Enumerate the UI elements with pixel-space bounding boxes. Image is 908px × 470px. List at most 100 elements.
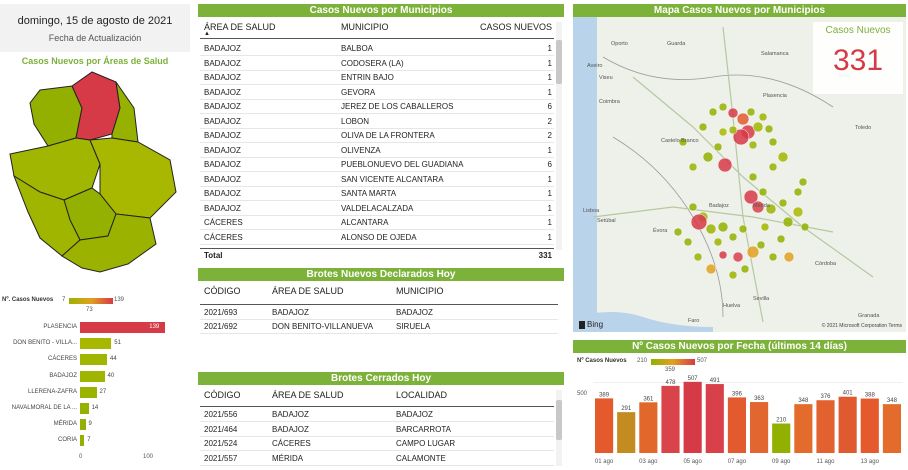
table-row[interactable]: BADAJOZ SAN VICENTE ALCANTARA 1 [200, 173, 554, 187]
date-bar[interactable] [860, 398, 879, 453]
map-bubble[interactable] [718, 127, 728, 137]
brotes-nuevos-header-codigo[interactable]: CÓDIGO [204, 286, 241, 296]
date-bar[interactable] [683, 381, 702, 453]
map-bubble[interactable] [736, 112, 750, 126]
table-row[interactable]: 2021/464 BADAJOZ BARCARROTA [200, 423, 554, 437]
map-bubble[interactable] [746, 245, 760, 259]
date-bar[interactable] [617, 412, 636, 453]
table-row[interactable]: 2021/693 BADAJOZ BADAJOZ [200, 306, 558, 320]
map-bubble[interactable] [751, 200, 765, 214]
brotes-cerrados-scrollbar[interactable] [556, 390, 562, 466]
table-row[interactable]: BADAJOZ VALDELACALZADA 1 [200, 202, 554, 216]
bar[interactable] [80, 338, 112, 350]
table-row[interactable]: 2021/556 BADAJOZ BADAJOZ [200, 408, 554, 422]
bar[interactable] [80, 419, 86, 431]
table-row[interactable]: BADAJOZ OLIVA DE LA FRONTERA 2 [200, 129, 554, 143]
map-bubble[interactable] [713, 237, 723, 247]
brotes-cerrados-header-codigo[interactable]: CÓDIGO [204, 390, 241, 400]
map-bubble[interactable] [778, 198, 788, 208]
table-row[interactable]: BADAJOZ LOBON 2 [200, 115, 554, 129]
map-bubble[interactable] [783, 251, 795, 263]
map-bubble[interactable] [758, 112, 768, 122]
map-bubble[interactable] [765, 203, 777, 215]
cases-scrollbar-thumb[interactable] [556, 40, 562, 84]
map-bubble[interactable] [728, 125, 738, 135]
map-bubble[interactable] [718, 250, 728, 260]
map-bubble[interactable] [758, 187, 768, 197]
map-bubble[interactable] [800, 222, 810, 232]
map-bubble[interactable] [728, 270, 738, 280]
map-bubble[interactable] [732, 251, 744, 263]
map-bubble[interactable] [728, 232, 738, 242]
map-bubble[interactable] [752, 121, 764, 133]
brotes-cerrados-scrollbar-thumb[interactable] [556, 400, 562, 440]
cases-scrollbar[interactable] [556, 22, 562, 250]
table-row[interactable]: BADAJOZ SANTA MARTA 1 [200, 187, 554, 201]
map-bubble[interactable] [768, 252, 778, 262]
map-bubble[interactable] [748, 140, 758, 150]
map-bubble[interactable] [782, 216, 794, 228]
table-row[interactable]: BADAJOZ ENTRIN BAJO 1 [200, 71, 554, 85]
map-bubble[interactable] [776, 234, 786, 244]
date-bar[interactable] [750, 402, 769, 453]
date-bar[interactable] [772, 423, 791, 453]
map-bubble[interactable] [746, 107, 756, 117]
bar[interactable] [80, 386, 97, 398]
date-bar[interactable] [727, 397, 746, 453]
extremadura-areas-map[interactable] [0, 68, 190, 283]
map-bubble[interactable] [713, 142, 723, 152]
map-bubble[interactable] [732, 128, 750, 146]
map-bubble[interactable] [727, 107, 739, 119]
date-bar[interactable] [838, 396, 857, 453]
table-row[interactable]: BADAJOZ BALBOA 1 [200, 42, 554, 56]
bar[interactable] [80, 370, 105, 382]
date-bar[interactable] [816, 400, 835, 453]
table-row[interactable]: 2021/692 DON BENITO-VILLANUEVA SIRUELA [200, 320, 558, 334]
cases-header-area[interactable]: ÁREA DE SALUD [204, 22, 276, 32]
brotes-cerrados-header-area[interactable]: ÁREA DE SALUD [272, 390, 344, 400]
table-row[interactable]: BADAJOZ CODOSERA (LA) 1 [200, 57, 554, 71]
map-bubble[interactable] [678, 137, 688, 147]
table-row[interactable]: BADAJOZ JEREZ DE LOS CABALLEROS 6 [200, 100, 554, 114]
bar[interactable] [80, 322, 166, 333]
map-bubble[interactable] [798, 177, 808, 187]
map-bubble[interactable] [777, 151, 789, 163]
date-bar[interactable] [705, 384, 724, 453]
cases-header-municipio[interactable]: MUNICIPIO [341, 22, 389, 32]
map-bubble[interactable] [698, 122, 708, 132]
date-bar[interactable] [639, 402, 658, 453]
map-bubble[interactable] [688, 162, 698, 172]
date-bar[interactable] [595, 398, 614, 453]
map-bubble[interactable] [717, 221, 729, 233]
table-row[interactable]: BADAJOZ GEVORA 1 [200, 86, 554, 100]
map-bubble[interactable] [740, 264, 750, 274]
map-bubble[interactable] [760, 222, 770, 232]
map-bubble[interactable] [702, 151, 714, 163]
date-bar[interactable] [882, 404, 901, 453]
map-bubble[interactable] [673, 227, 683, 237]
map-bubble[interactable] [768, 137, 778, 147]
bar[interactable] [80, 435, 85, 447]
bar[interactable] [80, 354, 107, 366]
brotes-cerrados-header-localidad[interactable]: LOCALIDAD [396, 390, 448, 400]
table-row[interactable]: CÁCERES ALONSO DE OJEDA 1 [200, 231, 554, 245]
map-bubble[interactable] [717, 157, 733, 173]
table-row[interactable]: CÁCERES ALCANTARA 1 [200, 216, 554, 230]
map-bubble[interactable] [764, 124, 774, 134]
map-bubble[interactable] [743, 189, 759, 205]
map-bubble[interactable] [688, 202, 698, 212]
table-row[interactable]: 2021/524 CÁCERES CAMPO LUGAR [200, 437, 554, 451]
map-bubble[interactable] [690, 213, 708, 231]
municipios-bubble-map[interactable]: Oporto Viseu Aveiro Guarda Salamanca Coimbra C… [573, 17, 906, 332]
map-bubble[interactable] [705, 223, 717, 235]
map-bubble[interactable] [738, 224, 748, 234]
map-bubble[interactable] [793, 187, 803, 197]
map-bubble[interactable] [705, 263, 717, 275]
map-bubble[interactable] [683, 237, 693, 247]
brotes-nuevos-header-area[interactable]: ÁREA DE SALUD [272, 286, 344, 296]
map-bubble[interactable] [718, 102, 728, 112]
map-bubble[interactable] [693, 252, 703, 262]
map-bubble[interactable] [756, 240, 766, 250]
cases-header-casos[interactable]: CASOS NUEVOS [480, 22, 553, 32]
table-row[interactable]: BADAJOZ PUEBLONUEVO DEL GUADIANA 6 [200, 158, 554, 172]
